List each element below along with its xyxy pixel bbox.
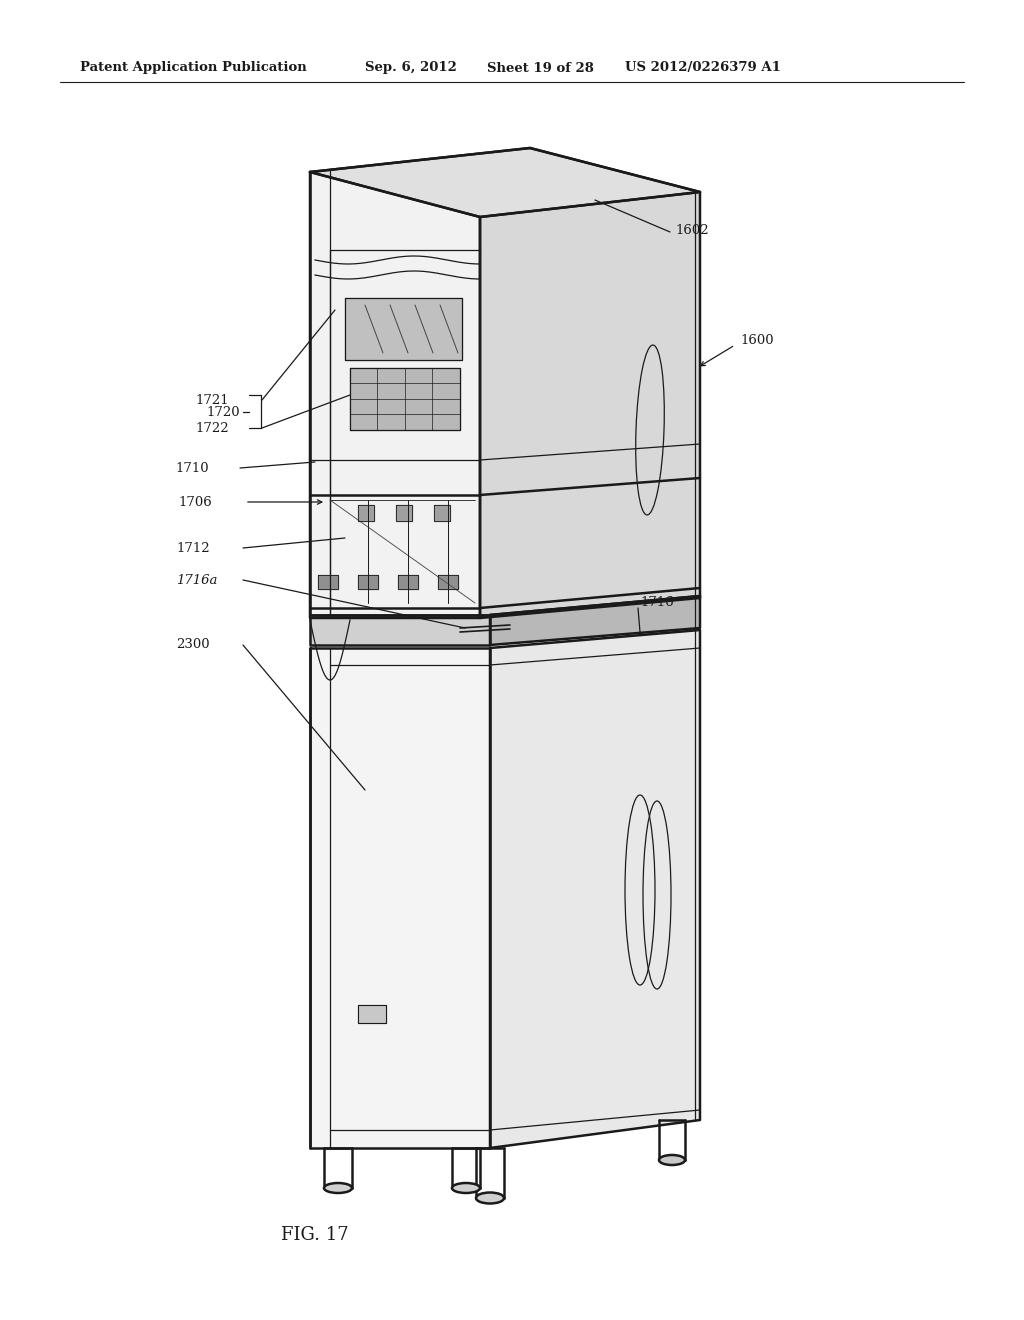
Ellipse shape — [324, 1183, 352, 1193]
Text: Sep. 6, 2012: Sep. 6, 2012 — [365, 62, 457, 74]
Text: 1716: 1716 — [640, 595, 674, 609]
Polygon shape — [358, 576, 378, 589]
Text: 1602: 1602 — [675, 223, 709, 236]
Polygon shape — [438, 576, 458, 589]
Polygon shape — [310, 172, 480, 618]
Text: FIG. 17: FIG. 17 — [282, 1226, 349, 1243]
Ellipse shape — [452, 1183, 480, 1193]
Polygon shape — [398, 576, 418, 589]
Text: US 2012/0226379 A1: US 2012/0226379 A1 — [625, 62, 781, 74]
Polygon shape — [310, 648, 490, 1148]
Text: 1600: 1600 — [740, 334, 773, 346]
Text: 1710: 1710 — [175, 462, 209, 474]
Ellipse shape — [659, 1155, 685, 1166]
Polygon shape — [345, 298, 462, 360]
Polygon shape — [480, 191, 700, 618]
Polygon shape — [358, 506, 374, 521]
Polygon shape — [350, 368, 460, 430]
Polygon shape — [490, 597, 700, 645]
Polygon shape — [310, 615, 490, 645]
Polygon shape — [434, 506, 450, 521]
Text: 1712: 1712 — [176, 541, 210, 554]
Text: 2300: 2300 — [176, 639, 210, 652]
Text: 1706: 1706 — [178, 495, 212, 508]
Text: Patent Application Publication: Patent Application Publication — [80, 62, 307, 74]
Text: 1722: 1722 — [195, 421, 228, 434]
Text: 1721: 1721 — [195, 393, 228, 407]
Polygon shape — [318, 576, 338, 589]
Text: 1720: 1720 — [207, 405, 240, 418]
Polygon shape — [490, 630, 700, 1148]
Polygon shape — [396, 506, 412, 521]
Text: 1716a: 1716a — [176, 573, 217, 586]
Text: Sheet 19 of 28: Sheet 19 of 28 — [487, 62, 594, 74]
Ellipse shape — [476, 1192, 504, 1204]
Polygon shape — [310, 148, 700, 216]
Polygon shape — [358, 1005, 386, 1023]
